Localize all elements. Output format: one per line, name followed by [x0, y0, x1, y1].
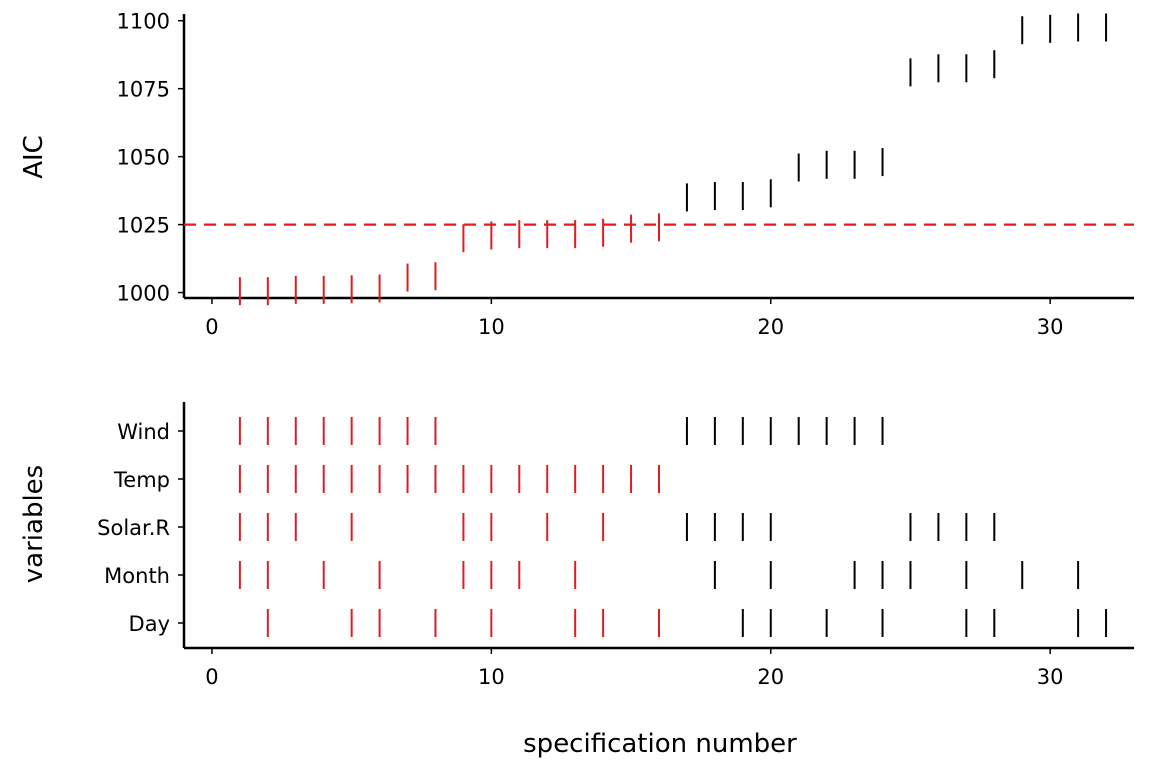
variables-row-label: Month [104, 564, 170, 588]
aic-panel: 1000 1025 1050 1075 1100 0 10 20 30 [117, 10, 1134, 339]
variables-row-label: Wind [117, 420, 170, 444]
aic-x-tick-label: 0 [205, 315, 218, 339]
variables-x-tick-label: 10 [478, 665, 505, 689]
variables-axis-title: variables [19, 465, 49, 583]
aic-y-tick-label: 1050 [117, 146, 170, 170]
variables-x-tick-label: 0 [205, 665, 218, 689]
variables-row-label: Solar.R [97, 516, 170, 540]
variables-row-label: Day [129, 612, 170, 636]
variables-panel: Wind Temp Solar.R Month Day 0 10 20 30 [97, 402, 1134, 689]
variables-x-tick-label: 20 [757, 665, 784, 689]
specification-number-axis-title: specification number [523, 729, 797, 759]
variables-row-label: Temp [113, 468, 170, 492]
aic-y-tick-label: 1000 [117, 282, 170, 306]
aic-x-tick-label: 30 [1037, 315, 1064, 339]
aic-x-tick-label: 10 [478, 315, 505, 339]
aic-y-tick-label: 1075 [117, 78, 170, 102]
variables-x-tick-label: 30 [1037, 665, 1064, 689]
aic-x-tick-label: 20 [757, 315, 784, 339]
aic-axis-title: AIC [19, 135, 49, 179]
aic-y-tick-label: 1100 [117, 10, 170, 34]
aic-y-tick-label: 1025 [117, 214, 170, 238]
